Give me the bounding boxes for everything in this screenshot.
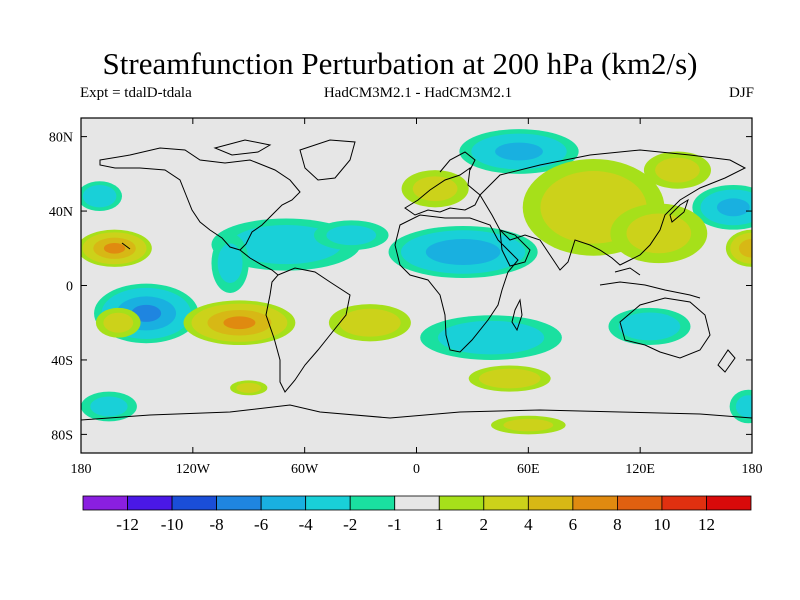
colorbar-swatch <box>483 495 529 511</box>
anomaly-southern-pacific-low-2 <box>90 396 128 417</box>
colorbar-swatch <box>305 495 351 511</box>
colorbar-swatch <box>706 495 752 511</box>
anomaly-north-atlantic-high-2 <box>412 176 458 202</box>
lon-tick-label: 0 <box>413 462 420 477</box>
lon-tick-label: 60E <box>517 462 540 477</box>
map-plot-area <box>81 118 752 453</box>
anomaly-southern-ocean-high-2 <box>478 368 541 389</box>
anomaly-far-east-high-4 <box>738 238 752 258</box>
colorbar-swatch <box>394 495 440 511</box>
colorbar: -12 -10 -8 -6 -4 -2 -1 1 2 4 6 8 10 12 <box>82 495 752 534</box>
lat-tick-label: 40S <box>51 354 73 369</box>
anomaly-north-atlantic-low-2 <box>82 185 117 208</box>
anomaly-south-america-high-6 <box>223 316 256 330</box>
lat-tick-label: 40N <box>49 205 73 220</box>
anomaly-pacific-south-high-2 <box>103 312 134 333</box>
season-label: DJF <box>728 85 754 101</box>
colorbar-label: -8 <box>210 515 224 534</box>
colorbar-label: 10 <box>653 515 670 534</box>
colorbar-label: 12 <box>698 515 715 534</box>
models-label: HadCM3M2.1 - HadCM3M2.1 <box>323 85 513 101</box>
lat-tick-label: 0 <box>66 280 73 295</box>
anomaly-north-africa-low-4 <box>425 238 501 266</box>
anomaly-caribbean-low-2 <box>230 225 342 265</box>
colorbar-label: 6 <box>569 515 578 534</box>
lon-tick-label: 180 <box>71 462 92 477</box>
longitude-axis: 180 120W 60W 0 60E 120E 180 <box>71 118 763 477</box>
colorbar-swatch <box>260 495 307 511</box>
anomaly-west-pacific-high-2 <box>626 213 692 254</box>
colorbar-swatch <box>127 495 173 511</box>
colorbar-swatch <box>216 495 262 511</box>
anomaly-south-indian-high-2 <box>503 418 554 432</box>
colorbar-label: 2 <box>480 515 489 534</box>
anomaly-east-asia-high-2 <box>655 157 700 183</box>
anomaly-drake-high-2 <box>236 382 262 393</box>
anomaly-contours <box>81 129 752 435</box>
anomaly-west-atlantic-low-2 <box>326 225 377 246</box>
plot-title: Streamfunction Perturbation at 200 hPa (… <box>102 46 698 81</box>
colorbar-label: -12 <box>116 515 139 534</box>
anomaly-southern-east-low-2 <box>735 395 752 418</box>
lon-tick-label: 120W <box>176 462 211 477</box>
colorbar-swatch <box>171 495 217 511</box>
anomaly-mexico-low-2 <box>217 243 243 284</box>
colorbar-label: -2 <box>343 515 357 534</box>
colorbar-swatch <box>349 495 396 511</box>
coastlines <box>81 139 752 421</box>
anomaly-arctic-eurasia-low-4 <box>495 142 543 161</box>
anomaly-north-pacific-low-4 <box>716 198 750 217</box>
lon-tick-label: 60W <box>291 462 319 477</box>
experiment-label: Expt = tdalD-tdala <box>80 85 192 101</box>
lat-tick-label: 80S <box>51 428 73 443</box>
latitude-axis: 80N 40N 0 40S 80S <box>49 131 752 443</box>
anomaly-australia-low-2 <box>618 312 681 341</box>
colorbar-label: 1 <box>435 515 444 534</box>
anomaly-mid-atlantic-high-2 <box>339 308 401 337</box>
colorbar-label: 4 <box>524 515 533 534</box>
colorbar-swatch <box>438 495 485 511</box>
colorbar-swatch <box>82 495 128 511</box>
colorbar-swatch <box>572 495 618 511</box>
lon-tick-label: 180 <box>742 462 763 477</box>
colorbar-label: -6 <box>254 515 268 534</box>
colorbar-swatch <box>617 495 663 511</box>
lat-tick-label: 80N <box>49 131 73 146</box>
colorbar-swatch <box>527 495 574 511</box>
lon-tick-label: 120E <box>625 462 655 477</box>
anomaly-hawaii-high-6 <box>103 242 126 254</box>
colorbar-label: -1 <box>388 515 402 534</box>
colorbar-label: 8 <box>613 515 622 534</box>
colorbar-label: -4 <box>299 515 314 534</box>
colorbar-swatch <box>661 495 707 511</box>
anomaly-south-atlantic-low-2 <box>437 320 545 355</box>
colorbar-label: -10 <box>161 515 184 534</box>
